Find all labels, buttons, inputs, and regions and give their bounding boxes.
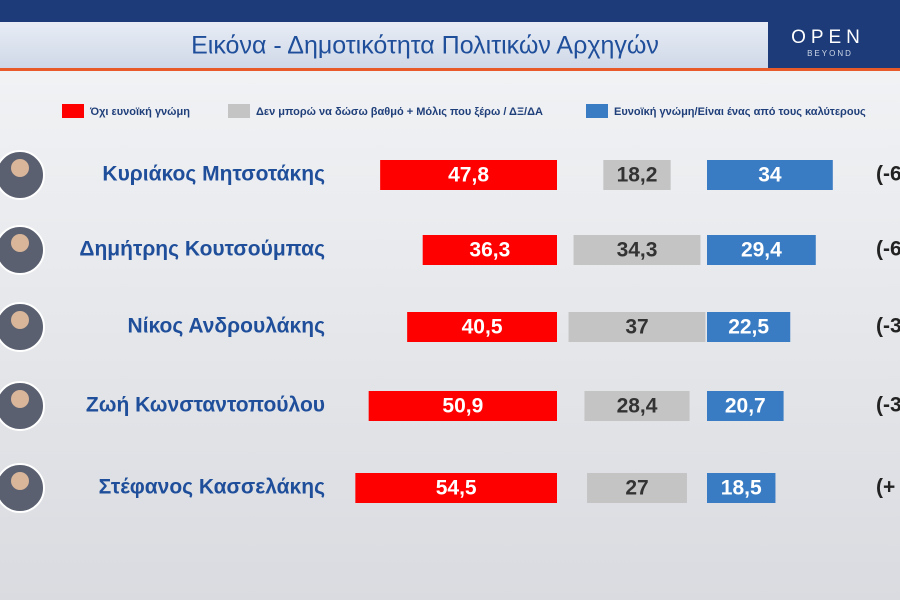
category-label: Νίκος Ανδρουλάκης [128, 315, 326, 338]
change-annotation: (+ [876, 476, 895, 499]
avatar-head [11, 390, 29, 408]
legend-swatch [62, 104, 84, 118]
value-label: 18,2 [617, 164, 658, 187]
bar [380, 160, 557, 190]
chart-title: Εικόνα - Δημοτικότητα Πολιτικών Αρχηγών [191, 32, 659, 60]
bar [584, 391, 690, 421]
legend-label: Όχι ευνοϊκή γνώμη [89, 106, 190, 118]
category-label: Κυριάκος Μητσοτάκης [102, 163, 325, 186]
category-label: Στέφανος Κασσελάκης [99, 476, 325, 499]
bar [568, 312, 706, 342]
logo: OPEN [791, 27, 865, 48]
value-label: 40,5 [462, 316, 503, 339]
change-annotation: (-6 [876, 238, 900, 261]
avatar-head [11, 159, 29, 177]
value-label: 27 [625, 477, 648, 500]
avatar-head [11, 472, 29, 490]
value-label: 22,5 [728, 316, 769, 339]
avatar-head [11, 311, 29, 329]
value-label: 54,5 [436, 477, 477, 500]
bar [707, 391, 784, 421]
change-annotation: (-3 [876, 394, 900, 417]
legend-label: Δεν μπορώ να δώσω βαθμό + Μόλις που ξέρω… [256, 106, 543, 118]
value-label: 28,4 [617, 395, 658, 418]
change-annotation: (-3 [876, 315, 900, 338]
logo-box [768, 22, 900, 68]
legend-swatch [228, 104, 250, 118]
bar [707, 160, 833, 190]
value-label: 18,5 [721, 477, 762, 500]
legend-label: Ευνοϊκή γνώμη/Είναι ένας από τους καλύτε… [614, 106, 866, 118]
value-label: 50,9 [442, 395, 483, 418]
avatar-head [11, 234, 29, 252]
top-band [0, 0, 900, 22]
bar [603, 160, 671, 190]
header-rule [0, 68, 900, 71]
bar [422, 235, 557, 265]
bar [407, 312, 557, 342]
bar [355, 473, 557, 503]
change-annotation: (-6 [876, 163, 900, 186]
value-label: 34,3 [617, 239, 658, 262]
bar [707, 473, 776, 503]
value-label: 34 [758, 164, 782, 187]
category-label: Δημήτρης Κουτσούμπας [79, 238, 325, 261]
value-label: 37 [625, 316, 648, 339]
value-label: 20,7 [725, 395, 766, 418]
bar [573, 235, 701, 265]
bar [587, 473, 687, 503]
header [0, 22, 900, 68]
bar [368, 391, 557, 421]
value-label: 29,4 [741, 239, 782, 262]
value-label: 47,8 [448, 164, 489, 187]
logo-tagline: BEYOND [807, 49, 853, 58]
category-label: Ζωή Κωνσταντοπούλου [86, 394, 325, 417]
legend-swatch [586, 104, 608, 118]
bar [707, 312, 791, 342]
bar [707, 235, 816, 265]
value-label: 36,3 [469, 239, 510, 262]
